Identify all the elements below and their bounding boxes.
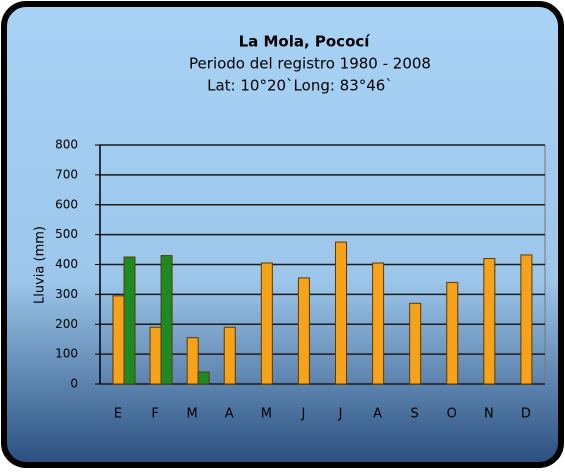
x-tick-label: J xyxy=(338,407,343,422)
x-tick-label: M xyxy=(187,407,198,422)
y-tick-label: 200 xyxy=(55,317,78,331)
bar xyxy=(223,326,236,385)
bar xyxy=(260,262,273,385)
bar xyxy=(520,254,533,385)
x-tick-label: A xyxy=(373,407,382,422)
y-tick-label: 400 xyxy=(55,257,78,271)
chart-subtitle: Lat: 10°20`Long: 83°46` xyxy=(207,77,393,95)
x-tick-label: S xyxy=(411,407,419,422)
bar xyxy=(297,277,310,385)
bar xyxy=(123,256,136,385)
y-tick-label: 800 xyxy=(55,138,78,152)
bar xyxy=(160,255,173,385)
y-tick-label: 100 xyxy=(55,347,78,361)
bar xyxy=(149,326,162,385)
bar xyxy=(197,371,210,385)
y-tick-label: 300 xyxy=(55,287,78,301)
chart-title: La Mola, Pococí xyxy=(239,33,371,51)
y-tick-label: 700 xyxy=(55,167,78,181)
bar xyxy=(112,295,125,385)
y-axis-label: Lluvia (mm) xyxy=(33,226,48,304)
y-tick-label: 600 xyxy=(55,197,78,211)
x-tick-label: F xyxy=(151,407,158,422)
bar xyxy=(446,281,459,385)
x-tick-label: N xyxy=(484,407,494,422)
bar xyxy=(372,262,385,385)
bar xyxy=(186,337,199,385)
x-tick-label: E xyxy=(114,407,122,422)
x-tick-label: O xyxy=(447,407,457,422)
x-tick-label: A xyxy=(225,407,234,422)
bar xyxy=(483,258,496,385)
x-tick-label: M xyxy=(261,407,272,422)
bar xyxy=(335,241,347,385)
x-tick-label: D xyxy=(521,407,531,422)
bar xyxy=(409,302,422,385)
x-tick-label: J xyxy=(300,407,305,422)
y-tick-label: 500 xyxy=(55,227,78,241)
y-tick-label: 0 xyxy=(70,377,78,391)
chart-subtitle: Periodo del registro 1980 - 2008 xyxy=(189,55,431,73)
